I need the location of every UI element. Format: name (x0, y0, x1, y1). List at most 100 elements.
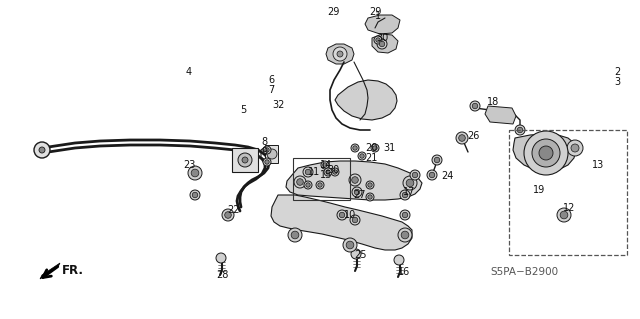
Text: 31: 31 (383, 143, 396, 153)
Polygon shape (485, 106, 516, 124)
Polygon shape (335, 80, 397, 120)
Circle shape (238, 153, 252, 167)
Circle shape (316, 181, 324, 189)
Polygon shape (232, 148, 258, 172)
Circle shape (190, 190, 200, 200)
Circle shape (432, 155, 442, 165)
Text: 11: 11 (308, 167, 320, 177)
Circle shape (398, 228, 412, 242)
Circle shape (291, 231, 299, 239)
Circle shape (358, 152, 366, 160)
Circle shape (539, 146, 553, 160)
Text: 24: 24 (441, 171, 453, 181)
Circle shape (188, 166, 202, 180)
Text: 18: 18 (487, 97, 499, 107)
Polygon shape (271, 195, 412, 250)
Circle shape (371, 144, 379, 152)
Circle shape (265, 148, 269, 152)
Text: 30: 30 (376, 33, 388, 43)
Text: 20: 20 (365, 143, 378, 153)
Circle shape (337, 51, 343, 57)
Circle shape (456, 132, 468, 144)
Circle shape (321, 161, 329, 169)
Circle shape (346, 241, 354, 249)
Text: 7: 7 (268, 85, 275, 95)
Text: 29: 29 (369, 7, 381, 17)
Circle shape (333, 47, 347, 61)
Text: 14: 14 (320, 160, 332, 170)
Circle shape (304, 181, 312, 189)
Text: 10: 10 (344, 210, 356, 220)
Text: 19: 19 (533, 185, 545, 195)
Circle shape (567, 140, 583, 156)
Text: 12: 12 (563, 203, 575, 213)
Text: 2: 2 (614, 67, 620, 77)
Circle shape (403, 192, 408, 198)
Circle shape (400, 210, 410, 220)
Circle shape (337, 210, 347, 220)
Circle shape (472, 103, 477, 109)
Text: 13: 13 (592, 160, 604, 170)
Text: 17: 17 (403, 187, 415, 197)
Circle shape (377, 39, 387, 49)
Circle shape (401, 231, 409, 239)
Circle shape (403, 176, 417, 190)
Text: 8: 8 (261, 137, 267, 147)
Circle shape (459, 135, 465, 141)
Text: 6: 6 (268, 75, 274, 85)
Polygon shape (40, 263, 60, 279)
Text: 27: 27 (353, 190, 365, 200)
Circle shape (400, 190, 410, 200)
Text: 9: 9 (261, 147, 267, 157)
Circle shape (351, 144, 359, 152)
Polygon shape (513, 134, 576, 172)
Circle shape (352, 177, 358, 183)
Circle shape (374, 36, 382, 44)
Circle shape (429, 172, 435, 178)
Circle shape (350, 215, 360, 225)
Circle shape (353, 146, 357, 150)
Circle shape (343, 238, 357, 252)
Circle shape (557, 208, 571, 222)
Circle shape (34, 142, 50, 158)
Circle shape (225, 212, 231, 218)
Circle shape (352, 217, 358, 223)
Circle shape (324, 168, 332, 176)
Circle shape (39, 147, 45, 153)
Circle shape (333, 170, 337, 174)
Text: 32: 32 (272, 100, 284, 110)
Text: 4: 4 (186, 67, 192, 77)
Circle shape (303, 167, 313, 177)
Polygon shape (265, 145, 278, 163)
Circle shape (571, 144, 579, 152)
Circle shape (368, 183, 372, 187)
Circle shape (294, 176, 306, 188)
Circle shape (524, 131, 568, 175)
Text: 28: 28 (216, 270, 228, 280)
Text: 3: 3 (614, 77, 620, 87)
Circle shape (376, 38, 380, 42)
Circle shape (263, 158, 271, 166)
Circle shape (306, 183, 310, 187)
Text: 25: 25 (354, 250, 367, 260)
Circle shape (403, 212, 408, 218)
Circle shape (380, 41, 385, 47)
Circle shape (352, 187, 362, 197)
Bar (509, 130, 627, 255)
Circle shape (331, 168, 339, 176)
Circle shape (326, 170, 330, 174)
Circle shape (427, 170, 437, 180)
Text: 22: 22 (227, 205, 239, 215)
Circle shape (288, 228, 302, 242)
Circle shape (366, 193, 374, 201)
Circle shape (470, 101, 480, 111)
Circle shape (355, 189, 360, 195)
Circle shape (394, 255, 404, 265)
Polygon shape (286, 161, 422, 200)
Text: 16: 16 (398, 267, 410, 277)
Circle shape (410, 170, 420, 180)
Polygon shape (365, 15, 400, 34)
Circle shape (366, 181, 374, 189)
Circle shape (360, 154, 364, 158)
Circle shape (517, 127, 523, 133)
